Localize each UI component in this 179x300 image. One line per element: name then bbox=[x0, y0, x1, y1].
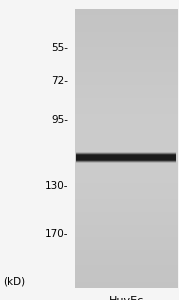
Bar bbox=[76, 156, 176, 161]
Text: 95-: 95- bbox=[51, 115, 68, 125]
Text: HuvEc: HuvEc bbox=[109, 296, 144, 300]
Bar bbox=[76, 152, 176, 157]
Bar bbox=[76, 154, 176, 159]
Text: 72-: 72- bbox=[51, 76, 68, 86]
Text: 55-: 55- bbox=[51, 43, 68, 53]
Text: (kD): (kD) bbox=[4, 277, 26, 287]
Bar bbox=[76, 153, 176, 158]
Bar bbox=[76, 158, 176, 163]
Bar bbox=[76, 157, 176, 162]
Text: 170-: 170- bbox=[45, 229, 68, 239]
Text: 130-: 130- bbox=[45, 181, 68, 191]
Bar bbox=[76, 155, 176, 160]
